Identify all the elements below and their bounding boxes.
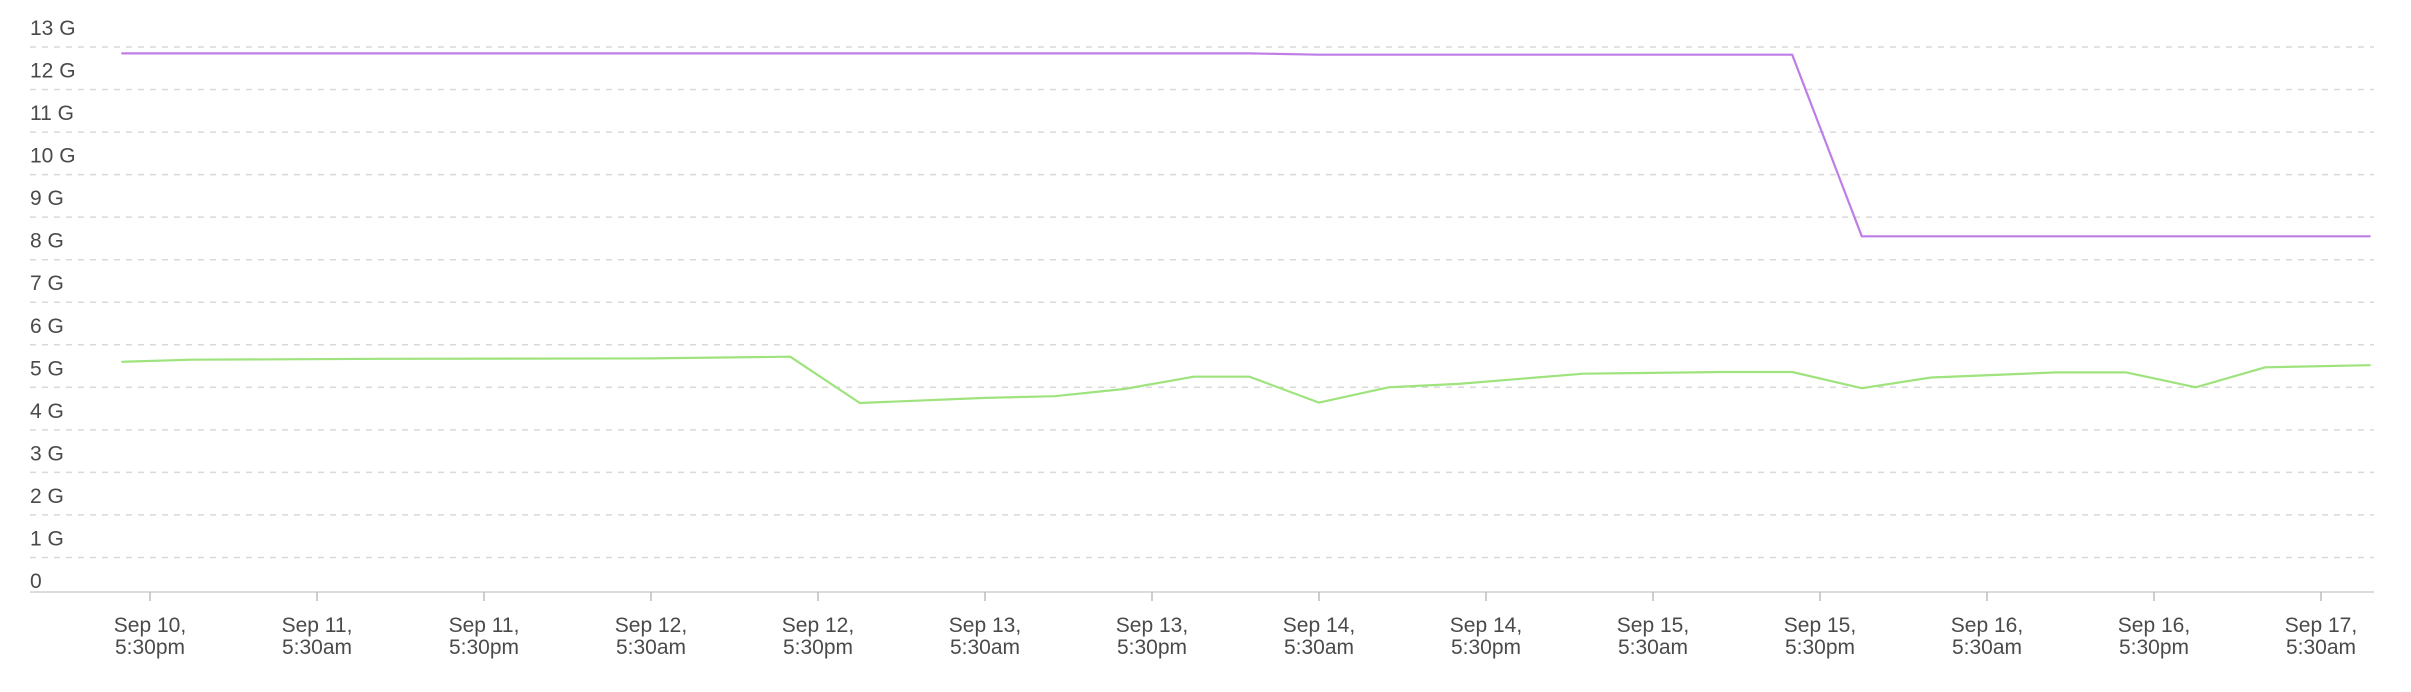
y-tick-label: 10 G [30,145,76,168]
y-axis-labels: 0 1 G 2 G 3 G 4 G 5 G 6 G 7 G 8 G 9 G 10 G 11 G 12 G… [30,17,76,593]
x-tick-label: Sep 12, 5:30pm [782,614,854,659]
y-tick-label: 13 G [30,17,76,40]
x-tick-label: Sep 13, 5:30pm [1116,614,1188,659]
y-tick-label: 11 G [30,102,74,125]
y-tick-label: 0 [30,570,42,593]
y-tick-label: 6 G [30,315,64,338]
y-tick-label: 8 G [30,230,64,253]
x-tick-label: Sep 10, 5:30pm [114,614,186,659]
x-tick-label: Sep 12, 5:30am [615,614,687,659]
y-tick-label: 12 G [30,60,76,83]
x-tick-label: Sep 17, 5:30am [2285,614,2357,659]
x-tick-label: Sep 11, 5:30pm [449,614,520,659]
grid-layer [30,46,2374,559]
y-tick-label: 2 G [30,485,64,508]
series-line-1 [121,355,2371,405]
x-tick-label: Sep 16, 5:30am [1951,614,2023,659]
x-tick-label: Sep 13, 5:30am [949,614,1021,659]
x-axis: Sep 10, 5:30pm Sep 11, 5:30am Sep 11, 5:30pm S… [30,591,2374,659]
y-tick-label: 9 G [30,187,64,210]
y-tick-label: 4 G [30,400,64,423]
x-tick-label: Sep 16, 5:30pm [2118,614,2190,659]
y-tick-label: 1 G [30,527,64,550]
x-tick-label: Sep 11, 5:30am [282,614,353,659]
x-tick-label: Sep 15, 5:30pm [1784,614,1856,659]
series-line-0 [121,52,2371,238]
x-tick-label: Sep 14, 5:30am [1283,614,1355,659]
x-tick-label: Sep 14, 5:30pm [1450,614,1522,659]
series-layer [121,52,2371,405]
y-tick-label: 7 G [30,272,64,295]
y-tick-label: 3 G [30,442,64,465]
y-tick-label: 5 G [30,357,64,380]
x-tick-label: Sep 15, 5:30am [1617,614,1689,659]
